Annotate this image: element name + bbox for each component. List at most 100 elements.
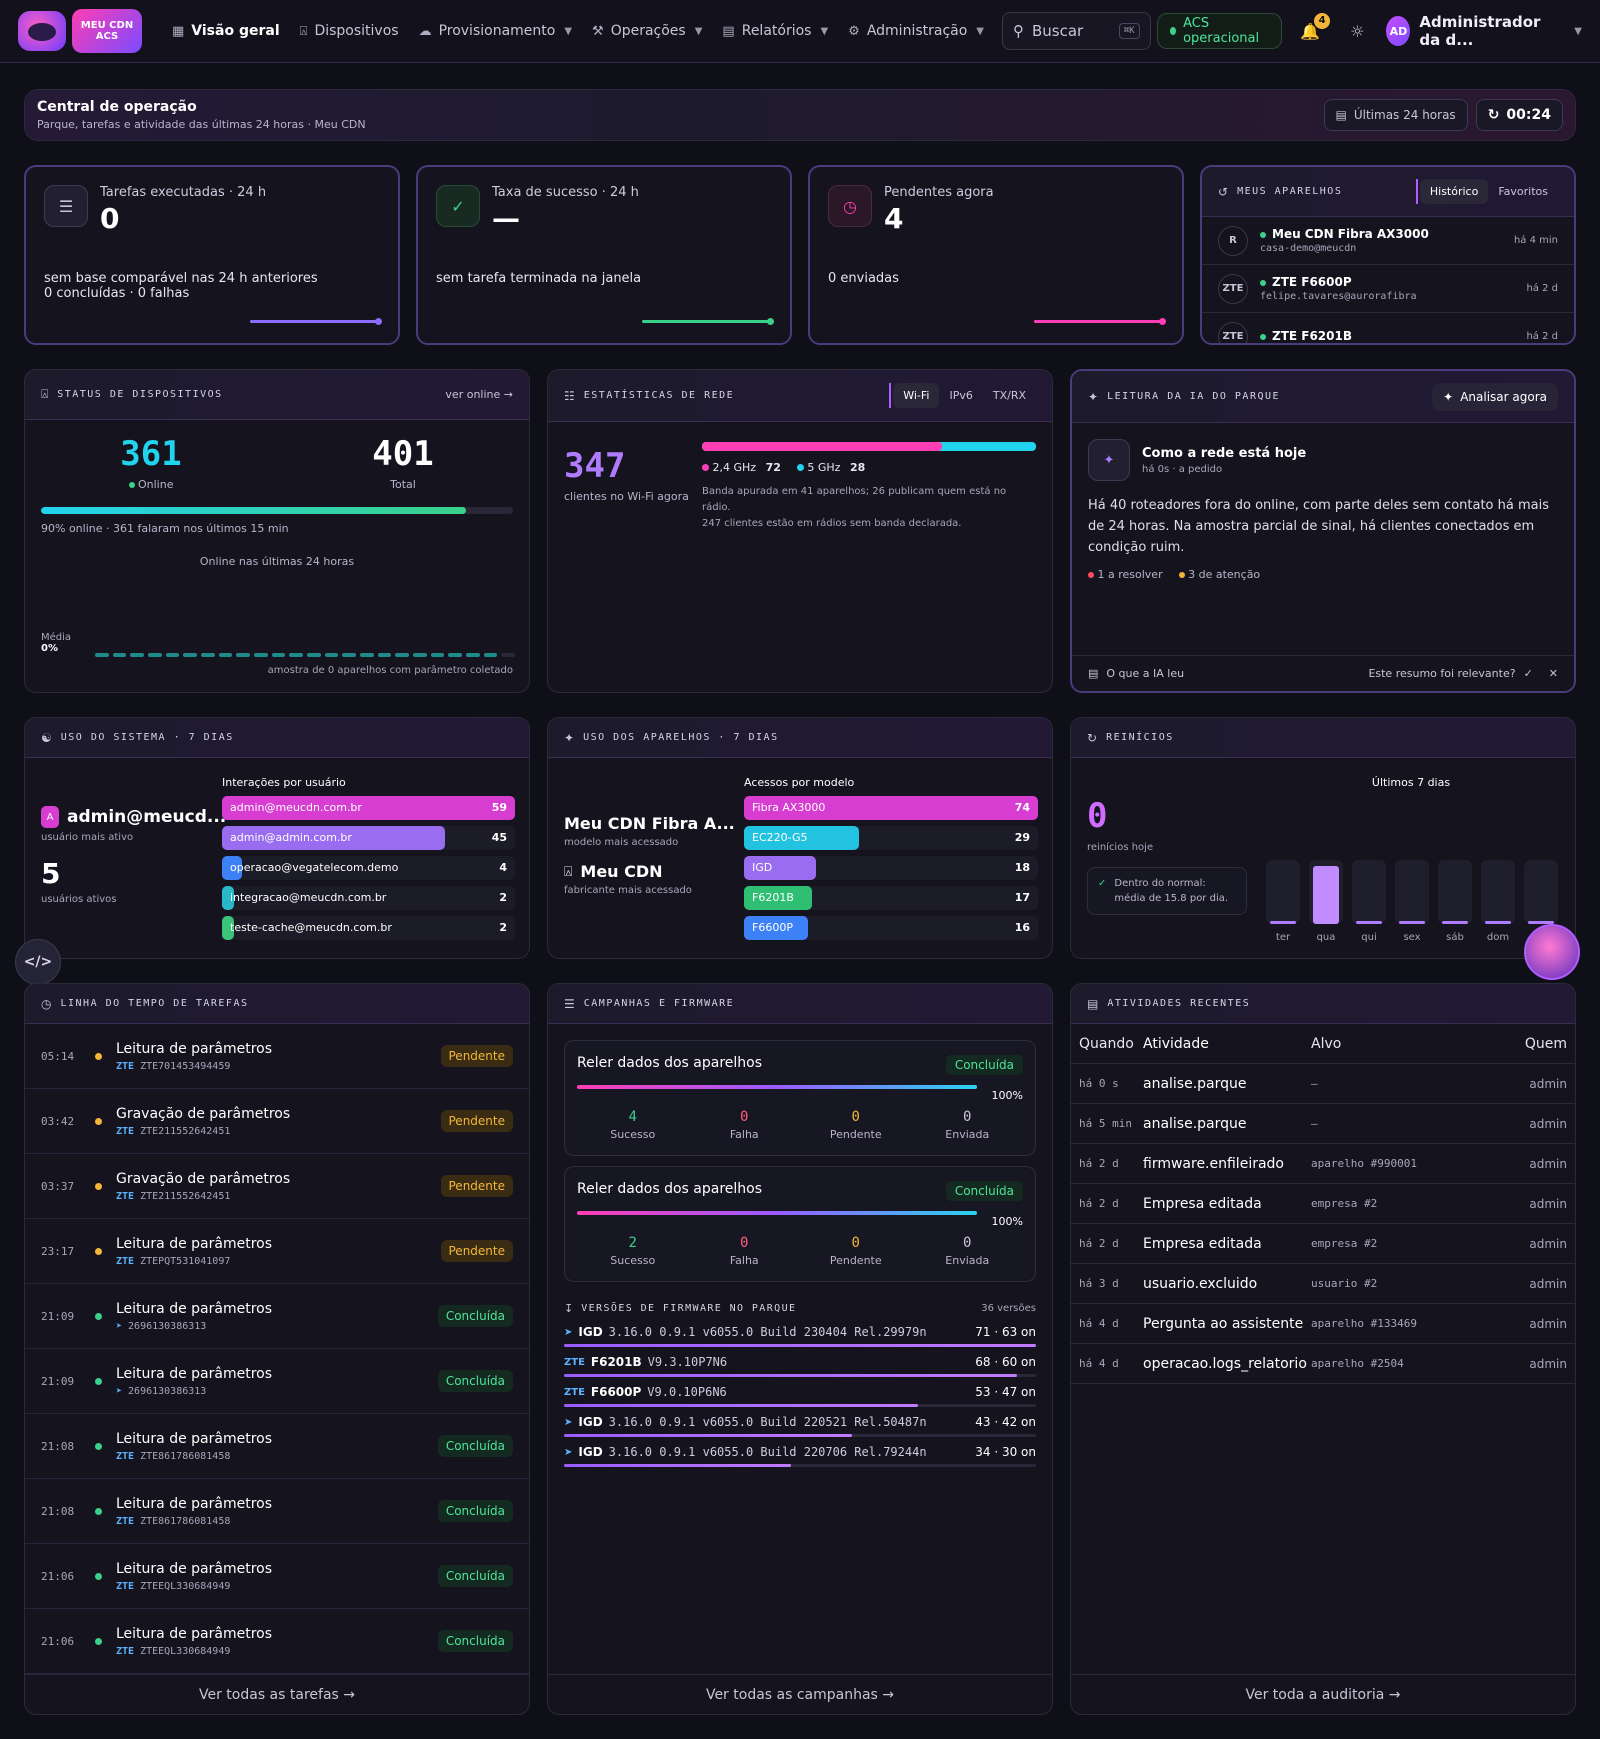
wifi-clients-label: clientes no Wi-Fi agora xyxy=(564,490,689,503)
zte-logo-icon: ZTE xyxy=(564,1356,585,1368)
view-all-tasks-link[interactable]: Ver todas as tarefas → xyxy=(25,1674,529,1714)
code-toggle-button[interactable]: </> xyxy=(15,939,61,985)
table-row[interactable]: 23:17 Leitura de parâmetros ZTE ZTEPQT53104… xyxy=(25,1219,529,1284)
chevron-down-icon: ▼ xyxy=(564,25,573,37)
bar-row[interactable]: F6600P 16 xyxy=(744,916,1038,940)
kpi-label: Tarefas executadas · 24 h xyxy=(100,185,267,200)
firmware-row[interactable]: ZTE F6600P V9.0.10P6N6 53 · 47 on xyxy=(548,1379,1052,1409)
tab-favorites[interactable]: Favoritos xyxy=(1498,185,1548,198)
table-row[interactable]: 21:09 Leitura de parâmetros ➤ 2696130386313… xyxy=(25,1349,529,1414)
day-bar-fill xyxy=(1313,866,1339,924)
tab-wifi[interactable]: Wi-Fi xyxy=(893,383,940,408)
firmware-version: V9.3.10P7N6 xyxy=(647,1355,728,1369)
warning-dot-icon xyxy=(1178,572,1185,578)
table-row[interactable]: 05:14 Leitura de parâmetros ZTE ZTE70145349… xyxy=(25,1024,529,1089)
assistant-avatar-button[interactable] xyxy=(1524,924,1580,980)
table-row[interactable]: há 4 d operacao.logs_relatorio aparelho #2… xyxy=(1071,1344,1575,1384)
theme-toggle[interactable]: ☼ xyxy=(1350,22,1364,41)
status-dot-icon xyxy=(95,1247,102,1255)
tab-history[interactable]: Histórico xyxy=(1419,179,1489,204)
bar-row[interactable]: teste-cache@meucdn.com.br 2 xyxy=(222,916,515,940)
device-list-item[interactable]: ZTE ZTE F6600P felipe.tavares@aurorafibra h… xyxy=(1202,265,1574,313)
device-list-item[interactable]: R Meu CDN Fibra AX3000 casa-demo@meucdn há … xyxy=(1202,217,1574,265)
table-row[interactable]: há 2 d firmware.enfileirado aparelho #9900… xyxy=(1071,1144,1575,1184)
user-menu[interactable]: AD Administrador da d... ▼ xyxy=(1386,13,1582,49)
bar-row[interactable]: admin@admin.com.br 45 xyxy=(222,826,515,850)
ai-feedback-question: Este resumo foi relevante? xyxy=(1368,667,1516,680)
device-list-item[interactable]: ZTE ZTE F6201B há 2 d xyxy=(1202,313,1574,343)
table-row[interactable]: há 5 min analise.parque — admin xyxy=(1071,1104,1575,1144)
campaign-item[interactable]: Reler dados dos aparelhos Concluída 100% 4 S… xyxy=(564,1040,1036,1156)
nav-item-2[interactable]: ☁ Provisionamento ▼ xyxy=(409,13,582,49)
nav-item-3[interactable]: ⚒ Operações ▼ xyxy=(582,13,712,49)
table-row[interactable]: 21:06 Leitura de parâmetros ZTE ZTEEQL33068… xyxy=(25,1544,529,1609)
campaign-item[interactable]: Reler dados dos aparelhos Concluída 100% 2 S… xyxy=(564,1166,1036,1282)
table-row[interactable]: 21:08 Leitura de parâmetros ZTE ZTE86178608… xyxy=(25,1414,529,1479)
recent-activity-card: ▤ Atividades recentes Quando Atividade A… xyxy=(1070,983,1576,1715)
table-row[interactable]: há 4 d Pergunta ao assistente aparelho #13… xyxy=(1071,1304,1575,1344)
table-row[interactable]: há 0 s analise.parque — admin xyxy=(1071,1064,1575,1104)
nav-item-label: Relatórios xyxy=(741,23,812,39)
firmware-row[interactable]: ➤ IGD 3.16.0 0.9.1 v6055.0 Build 220706 Re… xyxy=(548,1439,1052,1469)
close-icon[interactable]: ✕ xyxy=(1548,667,1558,680)
maker-logo: ZTE xyxy=(116,1060,135,1072)
table-row[interactable]: 21:08 Leitura de parâmetros ZTE ZTE86178608… xyxy=(25,1479,529,1544)
acs-status-badge[interactable]: ACS operacional xyxy=(1156,13,1283,49)
bar-row[interactable]: IGD 18 xyxy=(744,856,1038,880)
nav-item-4[interactable]: ▤ Relatórios ▼ xyxy=(712,13,838,49)
status-badge: Concluída xyxy=(437,1305,513,1327)
view-online-link[interactable]: ver online → xyxy=(445,388,513,401)
refresh-button[interactable]: ↻ 00:24 xyxy=(1475,99,1563,131)
thumbs-up-check-icon[interactable]: ✓ xyxy=(1523,667,1533,680)
reboots-7d-chart: ter qua qui sex sáb dom xyxy=(1266,860,1558,943)
notifications-button[interactable]: 🔔 4 xyxy=(1300,12,1331,41)
firmware-model: IGD xyxy=(578,1415,603,1429)
table-row[interactable]: 21:06 Leitura de parâmetros ZTE ZTEEQL33068… xyxy=(25,1609,529,1674)
band-split-bar xyxy=(702,442,1036,451)
table-row[interactable]: há 2 d Empresa editada empresa #2 admin xyxy=(1071,1184,1575,1224)
kpi-card-success[interactable]: ✓ Taxa de sucesso · 24 h — sem tarefa ter… xyxy=(416,165,792,345)
tab-txrx[interactable]: TX/RX xyxy=(992,389,1026,402)
bar-row[interactable]: F6201B 17 xyxy=(744,886,1038,910)
ai-tag-resolve: 1 a resolver xyxy=(1097,568,1163,581)
activity-target: empresa #2 xyxy=(1311,1197,1378,1210)
nav-item-0[interactable]: ▦ Visão geral xyxy=(162,13,290,49)
nav-item-5[interactable]: ⚙ Administração ▼ xyxy=(838,13,994,49)
analyze-now-button[interactable]: ✦ Analisar agora xyxy=(1432,382,1558,411)
nav-item-1[interactable]: ⍓ Dispositivos xyxy=(290,13,409,49)
hour-mark xyxy=(360,653,374,657)
device-owner: casa-demo@meucdn xyxy=(1260,243,1357,254)
kpi-card-pending[interactable]: ◷ Pendentes agora 4 0 enviadas xyxy=(808,165,1184,345)
maker-logo: ZTE xyxy=(116,1190,135,1202)
firmware-row[interactable]: ➤ IGD 3.16.0 0.9.1 v6055.0 Build 220521 Re… xyxy=(548,1409,1052,1439)
tab-ipv6[interactable]: IPv6 xyxy=(949,389,973,402)
card-title: Linha do tempo de tarefas xyxy=(60,998,249,1009)
day-bar-fill xyxy=(1270,920,1296,924)
bar-row[interactable]: operacao@vegatelecom.demo 4 xyxy=(222,856,515,880)
online-count: 361 xyxy=(120,434,182,474)
time-range-button[interactable]: ▤ Últimas 24 horas xyxy=(1323,99,1468,131)
hour-mark xyxy=(342,653,357,657)
view-audit-link[interactable]: Ver toda a auditoria → xyxy=(1071,1674,1575,1714)
bar-row[interactable]: Fibra AX3000 74 xyxy=(744,796,1038,820)
top-user-name: admin@meucd... xyxy=(67,807,227,827)
bar-row[interactable]: integracao@meucdn.com.br 2 xyxy=(222,886,515,910)
bar-row[interactable]: admin@meucdn.com.br 59 xyxy=(222,796,515,820)
table-row[interactable]: há 2 d Empresa editada empresa #2 admin xyxy=(1071,1224,1575,1264)
kpi-card-tasks[interactable]: ☰ Tarefas executadas · 24 h 0 sem base co… xyxy=(24,165,400,345)
firmware-row[interactable]: ZTE F6201B V9.3.10P7N6 68 · 60 on xyxy=(548,1349,1052,1379)
app-logo[interactable]: MEU CDN ACS xyxy=(18,6,142,56)
campaign-stat-label: Enviada xyxy=(945,1128,990,1141)
band-24-value: 72 xyxy=(765,461,781,474)
table-row[interactable]: 03:37 Gravação de parâmetros ZTE ZTE2115526… xyxy=(25,1154,529,1219)
table-row[interactable]: 03:42 Gravação de parâmetros ZTE ZTE2115526… xyxy=(25,1089,529,1154)
search-input[interactable]: ⚲ Buscar ⌘K xyxy=(1002,12,1151,50)
bar-row[interactable]: EC220-G5 29 xyxy=(744,826,1038,850)
table-row[interactable]: 21:09 Leitura de parâmetros ➤ 2696130386313… xyxy=(25,1284,529,1349)
firmware-row[interactable]: ➤ IGD 3.16.0 0.9.1 v6055.0 Build 230404 Re… xyxy=(548,1319,1052,1349)
view-all-campaigns-link[interactable]: Ver todas as campanhas → xyxy=(548,1674,1052,1714)
ai-sources-link[interactable]: O que a IA leu xyxy=(1106,667,1185,680)
firmware-count: 71 · 63 on xyxy=(975,1325,1036,1339)
device-owner: felipe.tavares@aurorafibra xyxy=(1260,291,1417,302)
table-row[interactable]: há 3 d usuario.excluido usuario #2 admin xyxy=(1071,1264,1575,1304)
